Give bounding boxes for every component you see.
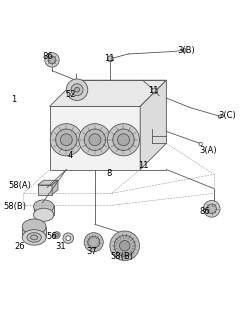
Ellipse shape <box>22 230 46 245</box>
Ellipse shape <box>84 129 106 150</box>
Ellipse shape <box>22 219 46 235</box>
Ellipse shape <box>34 208 54 221</box>
Text: 56: 56 <box>47 232 57 241</box>
Text: 58(A): 58(A) <box>9 180 31 189</box>
Circle shape <box>207 204 216 214</box>
Circle shape <box>45 53 59 67</box>
Circle shape <box>75 87 80 92</box>
Circle shape <box>203 201 220 217</box>
Circle shape <box>110 231 140 260</box>
Circle shape <box>63 233 73 244</box>
Polygon shape <box>22 227 46 237</box>
Ellipse shape <box>50 124 82 156</box>
Ellipse shape <box>89 134 101 146</box>
Text: 1: 1 <box>11 95 17 104</box>
Circle shape <box>66 79 88 100</box>
Circle shape <box>218 115 222 118</box>
Circle shape <box>199 142 202 146</box>
Text: 3(A): 3(A) <box>199 146 217 155</box>
Circle shape <box>53 232 60 238</box>
Text: 37: 37 <box>86 246 97 255</box>
Circle shape <box>182 49 186 52</box>
Text: 86: 86 <box>199 207 210 216</box>
Polygon shape <box>50 80 166 106</box>
Text: 4: 4 <box>67 151 72 160</box>
Ellipse shape <box>113 129 134 150</box>
Polygon shape <box>38 180 58 185</box>
Circle shape <box>108 56 113 62</box>
Text: 86: 86 <box>42 52 53 61</box>
Text: 3(B): 3(B) <box>178 46 195 55</box>
Circle shape <box>84 233 103 252</box>
Text: 26: 26 <box>15 243 25 252</box>
Ellipse shape <box>107 124 140 156</box>
Ellipse shape <box>118 134 130 146</box>
Polygon shape <box>34 205 54 215</box>
Circle shape <box>55 233 59 237</box>
Circle shape <box>71 84 83 96</box>
Ellipse shape <box>79 124 111 156</box>
Text: 3(C): 3(C) <box>218 111 236 120</box>
Text: 11: 11 <box>139 162 149 171</box>
Text: 58(B): 58(B) <box>4 202 27 211</box>
Circle shape <box>120 241 130 251</box>
Ellipse shape <box>27 233 41 242</box>
Ellipse shape <box>34 200 54 213</box>
Text: 11: 11 <box>104 54 114 63</box>
Ellipse shape <box>56 129 77 150</box>
Ellipse shape <box>30 235 38 240</box>
Circle shape <box>48 56 56 64</box>
Text: 52: 52 <box>66 90 76 99</box>
Text: 8: 8 <box>107 169 112 178</box>
Text: 11: 11 <box>148 86 159 95</box>
Polygon shape <box>52 180 58 195</box>
Circle shape <box>152 88 157 94</box>
Text: 58(B): 58(B) <box>111 252 134 261</box>
Ellipse shape <box>60 134 72 146</box>
Polygon shape <box>38 185 52 195</box>
Polygon shape <box>50 106 140 170</box>
Text: 31: 31 <box>55 243 66 252</box>
Circle shape <box>88 236 100 248</box>
Circle shape <box>66 236 71 241</box>
Circle shape <box>114 235 135 256</box>
Polygon shape <box>140 80 166 170</box>
